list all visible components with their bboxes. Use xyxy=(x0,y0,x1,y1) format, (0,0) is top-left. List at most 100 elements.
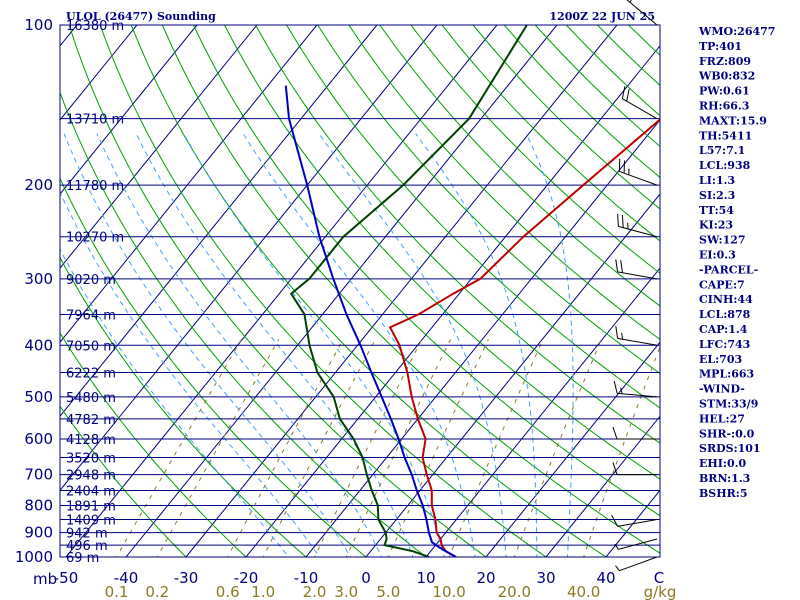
height-label: 11780 m xyxy=(66,179,124,194)
index-line: CINH:44 xyxy=(699,293,753,306)
wind-barb-flag xyxy=(615,259,619,272)
mixing-ratio-line xyxy=(116,339,242,557)
index-line: SI:2.3 xyxy=(699,189,735,202)
wind-barb-staff xyxy=(617,337,658,346)
index-line: BRN:1.3 xyxy=(699,472,750,485)
pressure-tick-label: 500 xyxy=(24,388,53,406)
pressure-tick-label: 900 xyxy=(24,524,53,542)
index-line: SRDS:101 xyxy=(699,442,761,455)
isotherm-line xyxy=(60,25,378,418)
wind-barb-half xyxy=(620,387,623,394)
dry-adiabat xyxy=(379,25,660,307)
temperature-tick-label: 0 xyxy=(361,569,371,587)
temperature-tick-label: 20 xyxy=(476,569,495,587)
dry-adiabat xyxy=(348,25,660,341)
height-label: 4128 m xyxy=(66,433,116,448)
isotherm-line xyxy=(425,267,660,557)
moist-adiabat xyxy=(318,133,507,557)
isotherm-line xyxy=(60,25,318,343)
isotherm-line xyxy=(125,25,558,557)
dry-adiabat xyxy=(99,25,547,557)
wind-barb xyxy=(612,426,657,440)
height-label: 16380 m xyxy=(66,19,124,34)
wind-barb-half xyxy=(615,565,620,571)
wind-barb-half xyxy=(629,0,632,3)
wind-barb-staff xyxy=(617,518,658,527)
index-line: SHR-:0.0 xyxy=(699,427,755,440)
dry-adiabat xyxy=(317,25,660,375)
mixing-ratio-unit-label: g/kg xyxy=(644,583,677,600)
wind-barb-flag xyxy=(612,462,618,475)
wind-barb xyxy=(618,158,658,186)
index-line: LI:1.3 xyxy=(699,174,735,187)
dry-adiabat xyxy=(255,25,660,444)
temperature-tick-label: -30 xyxy=(174,569,199,587)
index-line: -WIND- xyxy=(699,383,745,396)
pressure-tick-label: 600 xyxy=(24,430,53,448)
wind-barb-flag xyxy=(613,380,618,394)
moist-adiabat xyxy=(525,133,574,557)
wind-barb xyxy=(614,538,658,550)
index-line: HEL:27 xyxy=(699,412,745,425)
mixing-ratio-label: 40.0 xyxy=(567,583,600,600)
index-line: STM:33/9 xyxy=(699,398,758,411)
wind-barb-staff xyxy=(618,225,658,238)
dry-adiabat xyxy=(60,332,247,557)
height-label: 10270 m xyxy=(66,231,124,246)
height-label: 2948 m xyxy=(66,469,116,484)
dry-adiabat xyxy=(161,25,660,554)
pressure-tick-label: 200 xyxy=(24,176,53,194)
wind-barb-flag xyxy=(612,426,618,440)
height-label: 4782 m xyxy=(66,413,116,428)
wind-barb xyxy=(626,0,658,26)
wind-barb-staff xyxy=(622,98,658,120)
wind-barb xyxy=(615,325,658,346)
height-label: 5480 m xyxy=(66,391,116,406)
wind-barb xyxy=(612,462,657,476)
index-line: RH:66.3 xyxy=(699,100,749,113)
moist-adiabat xyxy=(415,133,538,557)
isotherm-line xyxy=(245,45,660,557)
isotherm-line xyxy=(60,25,138,121)
index-line: EL:703 xyxy=(699,353,742,366)
temperature-tick-label: -10 xyxy=(294,569,319,587)
index-line: TT:54 xyxy=(699,204,734,217)
temperature-line xyxy=(388,118,660,557)
temperature-tick-label: 30 xyxy=(536,569,555,587)
moist-adiabat xyxy=(60,248,290,557)
pressure-unit-label: mb xyxy=(33,570,57,588)
isotherm-line xyxy=(545,415,660,557)
mixing-ratio-label: 1.0 xyxy=(251,583,275,600)
height-label: 7050 m xyxy=(66,339,116,354)
pressure-tick-label: 300 xyxy=(24,270,53,288)
index-line: FRZ:809 xyxy=(699,55,751,68)
mixing-ratio-label: 0.1 xyxy=(105,583,129,600)
mixing-ratio-label: 0.2 xyxy=(145,583,169,600)
isotherm-line xyxy=(60,25,438,492)
pressure-tick-label: 1000 xyxy=(15,548,53,566)
wind-barb-staff xyxy=(617,392,658,398)
index-line: LFC:743 xyxy=(699,338,750,351)
wind-barb-flag xyxy=(626,88,630,102)
height-label: 13710 m xyxy=(66,113,124,128)
wind-barb-staff xyxy=(619,556,658,572)
temperature-unit-label: C xyxy=(654,569,664,587)
height-label: 942 m xyxy=(66,527,108,542)
pressure-tick-label: 700 xyxy=(24,466,53,484)
profiles xyxy=(284,25,660,557)
index-line: -PARCEL- xyxy=(699,263,758,276)
isotherm-line xyxy=(485,341,660,557)
mixing-ratio-label: 3.0 xyxy=(334,583,358,600)
dry-adiabat xyxy=(68,25,487,557)
height-label: 6222 m xyxy=(66,367,116,382)
height-label: 496 m xyxy=(66,539,108,554)
wind-barb-half xyxy=(614,543,619,550)
temperature-tick-label: 40 xyxy=(596,569,615,587)
wind-barb xyxy=(615,556,658,572)
wind-barb xyxy=(621,86,658,120)
index-line: WB0:832 xyxy=(698,70,755,83)
mixing-ratio-line xyxy=(513,339,602,557)
wind-barb xyxy=(613,380,658,398)
